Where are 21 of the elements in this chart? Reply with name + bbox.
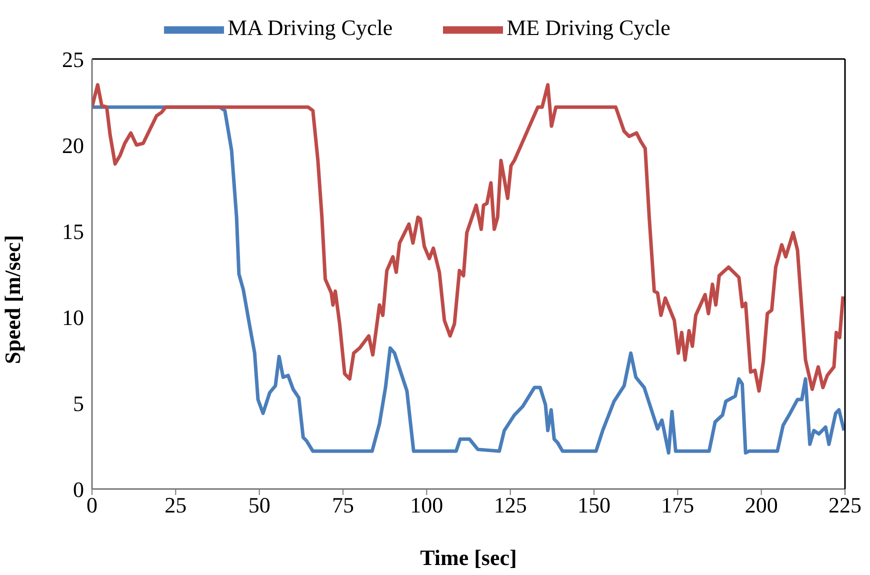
x-axis-title: Time [sec]: [420, 545, 517, 570]
x-tick-label: 25: [164, 492, 187, 518]
y-tick-label: 5: [73, 390, 84, 416]
y-tick-label: 20: [62, 132, 84, 158]
y-tick-label: 15: [62, 218, 84, 244]
line-series: [92, 105, 845, 455]
x-tick-label: 75: [332, 492, 354, 518]
line-series: [92, 83, 845, 393]
legend-label: ME Driving Cycle: [506, 15, 670, 40]
x-tick-label: 50: [248, 492, 270, 518]
y-tick-label: 25: [62, 46, 84, 72]
legend-label: MA Driving Cycle: [228, 15, 393, 40]
y-tick-label: 10: [62, 304, 84, 330]
x-tick-label: 225: [828, 492, 862, 518]
x-tick-label: 175: [661, 492, 694, 518]
x-tick-label: 125: [494, 492, 527, 518]
x-tick-label: 200: [744, 492, 778, 518]
y-tick-label: 0: [73, 476, 84, 502]
y-axis-title: Speed [m/sec]: [0, 235, 25, 364]
x-tick-label: 100: [410, 492, 444, 518]
x-tick-label: 150: [578, 492, 610, 518]
